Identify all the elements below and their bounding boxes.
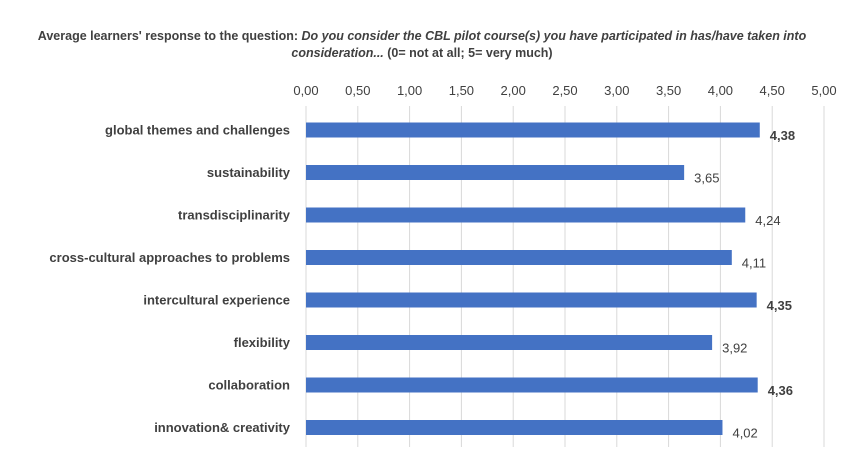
data-label: 4,38 — [770, 128, 795, 143]
data-label: 4,02 — [732, 426, 757, 441]
category-label: sustainability — [207, 165, 291, 180]
category-label: flexibility — [234, 335, 291, 350]
category-label: cross-cultural approaches to problems — [49, 250, 290, 265]
bar — [306, 292, 757, 308]
data-label: 3,92 — [722, 341, 747, 356]
x-tick-label: 4,50 — [760, 83, 785, 98]
x-tick-label: 2,00 — [501, 83, 526, 98]
x-tick-label: 1,00 — [397, 83, 422, 98]
bar — [306, 165, 685, 180]
data-label: 4,36 — [768, 383, 793, 398]
x-tick-label: 1,50 — [449, 83, 474, 98]
x-tick-label: 4,00 — [708, 83, 733, 98]
chart-title-part1: Average learners' response to the questi… — [37, 29, 302, 43]
chart-title-question: Do you consider the CBL pilot course(s) … — [291, 29, 807, 60]
data-label: 4,24 — [755, 213, 780, 228]
chart-title-scale: (0= not at all; 5= very much) — [383, 46, 553, 60]
bar — [306, 420, 723, 435]
data-label: 4,35 — [767, 298, 792, 313]
x-tick-label: 3,50 — [656, 83, 681, 98]
data-label: 4,11 — [742, 256, 766, 271]
chart-title: Average learners' response to the questi… — [0, 28, 844, 62]
x-tick-label: 0,00 — [293, 83, 318, 98]
bar — [306, 122, 760, 138]
bar — [306, 250, 732, 265]
category-label: global themes and challenges — [105, 123, 290, 138]
x-tick-label: 3,00 — [604, 83, 629, 98]
bar — [306, 335, 713, 350]
x-tick-label: 2,50 — [552, 83, 577, 98]
category-label: innovation& creativity — [154, 420, 291, 435]
data-label: 3,65 — [694, 171, 719, 186]
bar — [306, 377, 758, 393]
bar — [306, 207, 746, 223]
category-label: intercultural experience — [143, 293, 290, 308]
category-label: transdisciplinarity — [178, 208, 291, 223]
x-tick-label: 5,00 — [811, 83, 836, 98]
category-label: collaboration — [208, 378, 290, 393]
x-tick-label: 0,50 — [345, 83, 370, 98]
